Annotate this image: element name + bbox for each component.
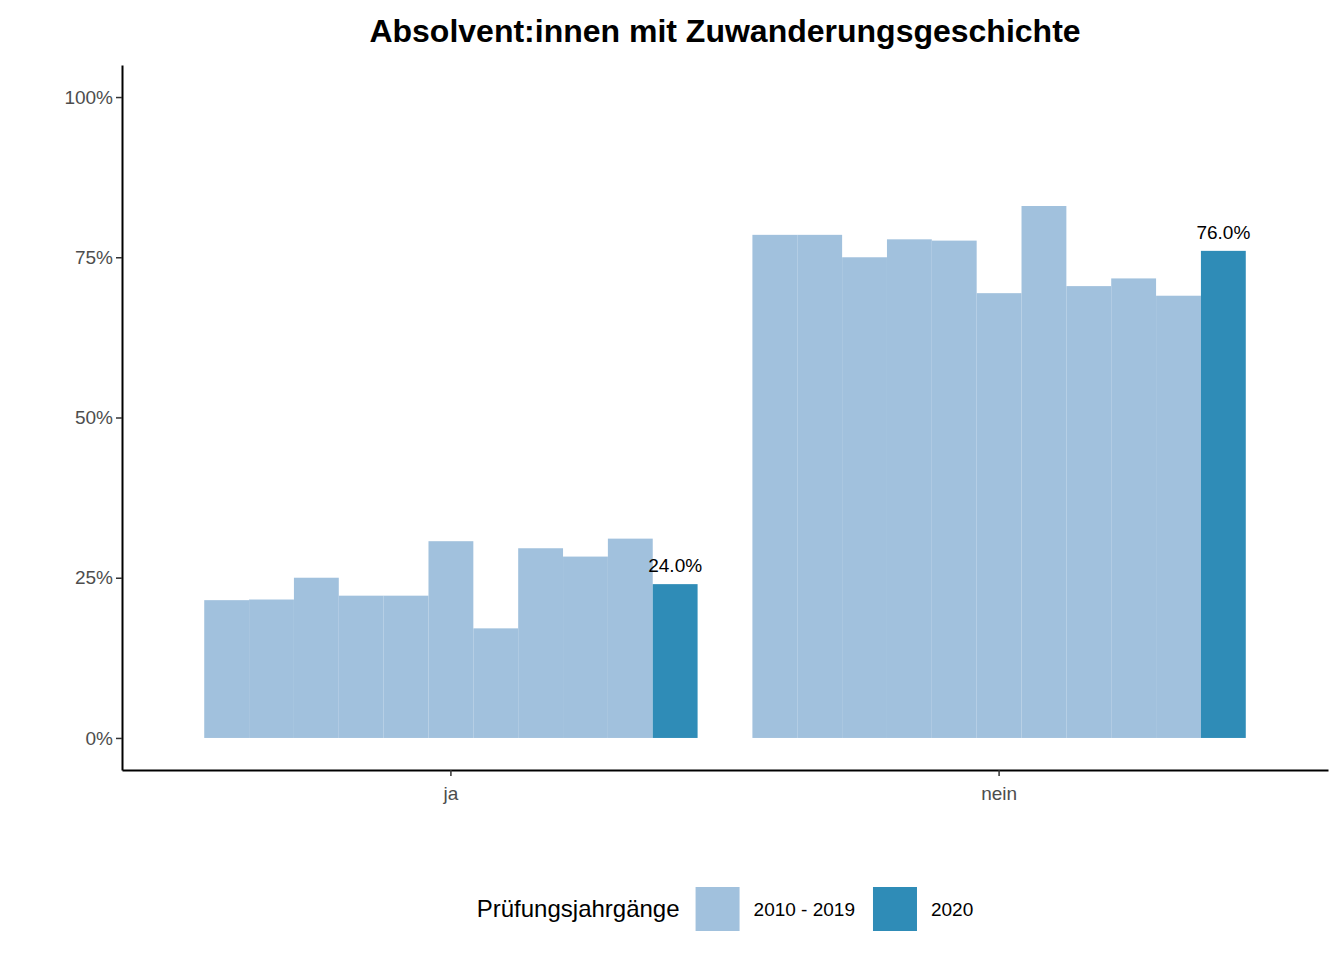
x-tick: ja bbox=[443, 770, 459, 804]
bars bbox=[204, 206, 1246, 738]
x-tick-mark bbox=[450, 770, 452, 776]
y-tick-label: 0% bbox=[86, 728, 114, 749]
bar bbox=[977, 293, 1022, 738]
legend-label: 2010 - 2019 bbox=[754, 899, 855, 920]
data-label: 24.0% bbox=[648, 555, 702, 576]
bar bbox=[384, 596, 429, 738]
data-labels: 24.0% 76.0% bbox=[648, 222, 1250, 576]
y-tick-label: 75% bbox=[75, 247, 113, 268]
bar bbox=[473, 628, 518, 738]
legend-item: 2020 bbox=[873, 887, 973, 931]
legend-item: 2010 - 2019 bbox=[696, 887, 855, 931]
bar bbox=[563, 557, 608, 738]
bar bbox=[653, 584, 698, 738]
bar bbox=[204, 600, 249, 738]
y-tick-label: 50% bbox=[75, 407, 113, 428]
bar bbox=[1111, 278, 1156, 738]
legend-swatch bbox=[873, 887, 917, 931]
bar bbox=[608, 539, 653, 738]
bar bbox=[887, 239, 932, 738]
y-tick-mark bbox=[116, 97, 122, 99]
y-tick-label: 100% bbox=[64, 87, 113, 108]
y-tick: 100% bbox=[64, 87, 122, 108]
bar bbox=[1066, 286, 1111, 738]
legend-title: Prüfungsjahrgänge bbox=[477, 895, 680, 922]
y-tick-mark bbox=[116, 738, 122, 740]
bar bbox=[932, 241, 977, 738]
bar bbox=[1201, 251, 1246, 738]
y-tick: 25% bbox=[75, 567, 122, 588]
x-axis-line bbox=[123, 770, 1329, 772]
x-tick-label: nein bbox=[981, 783, 1017, 804]
bar bbox=[797, 235, 842, 738]
bar bbox=[249, 600, 294, 738]
y-tick: 0% bbox=[86, 728, 122, 749]
chart: Absolvent:innen mit Zuwanderungsgeschich… bbox=[0, 0, 1344, 960]
bar bbox=[842, 257, 887, 738]
x-tick: nein bbox=[981, 770, 1017, 804]
x-axis: ja nein bbox=[123, 770, 1329, 804]
y-tick-mark bbox=[116, 257, 122, 259]
legend-label: 2020 bbox=[931, 899, 973, 920]
bar bbox=[1022, 206, 1067, 738]
y-axis: 0% 25% 50% 75% 100% bbox=[64, 66, 122, 771]
bar bbox=[752, 235, 797, 738]
title: Absolvent:innen mit Zuwanderungsgeschich… bbox=[369, 13, 1080, 49]
bar bbox=[518, 548, 563, 738]
bar bbox=[1156, 296, 1201, 738]
y-tick-mark bbox=[116, 417, 122, 419]
bar bbox=[294, 578, 339, 738]
x-tick-label: ja bbox=[443, 783, 459, 804]
data-label: 76.0% bbox=[1196, 222, 1250, 243]
x-tick-mark bbox=[998, 770, 1000, 776]
y-tick-mark bbox=[116, 577, 122, 579]
y-tick-label: 25% bbox=[75, 567, 113, 588]
legend: Prüfungsjahrgänge 2010 - 2019 2020 bbox=[477, 887, 974, 931]
bar bbox=[339, 596, 384, 738]
y-tick: 50% bbox=[75, 407, 122, 428]
bar bbox=[428, 541, 473, 738]
legend-swatch bbox=[696, 887, 740, 931]
y-tick: 75% bbox=[75, 247, 122, 268]
